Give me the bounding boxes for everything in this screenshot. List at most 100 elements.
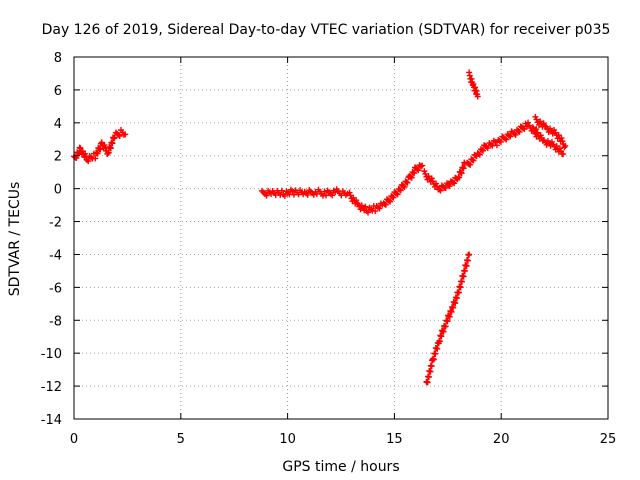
data-point	[464, 257, 471, 264]
data-point	[444, 318, 451, 325]
data-point	[458, 170, 465, 177]
data-point	[105, 149, 112, 156]
y-tick-label: 4	[54, 117, 62, 132]
data-point	[520, 125, 527, 132]
data-point	[386, 197, 393, 204]
data-point	[537, 118, 544, 125]
data-point	[474, 93, 481, 100]
x-tick-label: 25	[600, 432, 617, 447]
data-point	[460, 165, 467, 172]
data-point	[434, 183, 441, 190]
data-point	[323, 192, 330, 199]
y-tick-label: -4	[49, 248, 62, 263]
data-point	[422, 170, 429, 177]
data-point	[115, 131, 122, 138]
data-point	[432, 350, 439, 357]
data-point	[82, 150, 89, 157]
data-point	[515, 128, 522, 135]
data-point	[540, 120, 547, 127]
data-point	[437, 187, 444, 194]
data-point	[525, 119, 532, 126]
data-point	[389, 193, 396, 200]
data-point	[531, 128, 538, 135]
data-point	[457, 284, 464, 291]
data-point	[263, 192, 270, 199]
data-point	[381, 201, 388, 208]
data-point	[85, 158, 92, 165]
data-point	[440, 328, 447, 335]
data-point	[453, 295, 460, 302]
data-point	[289, 188, 296, 195]
data-point	[461, 268, 468, 275]
data-point	[463, 263, 470, 270]
data-point	[466, 251, 473, 258]
data-point	[512, 131, 519, 138]
data-point	[555, 132, 562, 139]
data-point	[421, 168, 428, 175]
data-point	[480, 147, 487, 154]
data-point	[353, 197, 360, 204]
data-point	[470, 157, 477, 164]
data-point	[400, 183, 407, 190]
data-point	[562, 142, 569, 149]
data-point	[419, 162, 426, 169]
data-point	[408, 174, 415, 181]
grid	[73, 56, 609, 420]
data-point	[442, 185, 449, 192]
data-point	[455, 289, 462, 296]
data-point	[436, 186, 443, 193]
data-point	[415, 167, 422, 174]
x-tick-label: 10	[279, 432, 296, 447]
y-tick-label: 0	[54, 183, 62, 198]
data-point	[101, 142, 108, 149]
y-tick-label: -2	[49, 216, 62, 231]
y-tick-label: -10	[41, 347, 62, 362]
data-point	[503, 136, 510, 143]
data-point	[401, 183, 408, 190]
data-point	[493, 142, 500, 149]
data-point	[434, 345, 441, 352]
data-point	[428, 363, 435, 370]
data-point	[393, 190, 400, 197]
data-point	[425, 173, 432, 180]
data-point	[387, 198, 394, 205]
data-point	[436, 338, 443, 345]
data-points	[71, 69, 569, 386]
plot-frame	[73, 56, 609, 420]
data-point	[560, 151, 567, 158]
data-point	[497, 138, 504, 145]
data-point	[281, 193, 288, 200]
data-point	[430, 356, 437, 363]
data-point	[354, 200, 361, 207]
data-point	[372, 208, 379, 215]
data-point	[456, 174, 463, 181]
y-tick-label: 2	[54, 150, 62, 165]
data-point	[107, 145, 114, 152]
data-point	[438, 333, 445, 340]
x-axis-label: GPS time / hours	[282, 459, 399, 475]
data-point	[427, 368, 434, 375]
data-point	[97, 146, 104, 153]
data-point	[433, 180, 440, 187]
data-point	[533, 116, 540, 123]
data-point	[390, 194, 397, 201]
data-point	[111, 134, 118, 141]
data-point	[507, 133, 514, 140]
data-point	[553, 143, 560, 150]
data-point	[541, 122, 548, 129]
data-point	[376, 205, 383, 212]
data-point	[329, 192, 336, 199]
data-point	[446, 313, 453, 320]
data-point	[404, 179, 411, 186]
data-point	[425, 373, 432, 380]
data-point	[382, 201, 389, 208]
data-point	[94, 150, 101, 157]
y-tick-label: -6	[49, 281, 62, 296]
data-point	[346, 189, 353, 196]
x-tick-label: 20	[493, 432, 510, 447]
data-point	[559, 138, 566, 145]
data-point	[365, 209, 372, 216]
y-axis-label: SDTVAR / TECUs	[7, 182, 23, 297]
data-point	[446, 183, 453, 190]
